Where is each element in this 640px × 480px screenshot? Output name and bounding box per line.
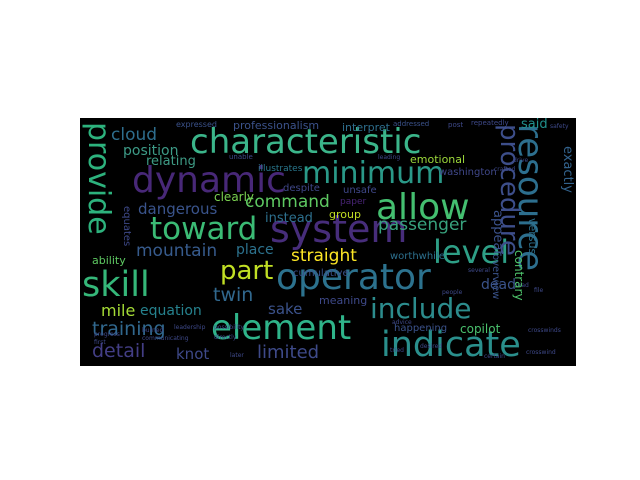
word-meaning: meaning bbox=[319, 294, 368, 307]
word-unable: unable bbox=[229, 153, 253, 161]
word-system: system bbox=[270, 207, 408, 251]
word-relating: relating bbox=[146, 154, 196, 169]
word-expressed: expressed bbox=[176, 120, 217, 129]
word-possibility: possibility bbox=[214, 324, 245, 331]
word-people: people bbox=[442, 289, 463, 296]
word-place: place bbox=[236, 242, 274, 258]
word-tried: tried bbox=[390, 347, 404, 354]
word-training: training bbox=[92, 318, 166, 340]
word-emotional: emotional bbox=[410, 153, 466, 166]
word-certain: certain bbox=[484, 353, 505, 360]
word-provide: provide bbox=[81, 122, 116, 235]
word-cloud-word: cloud bbox=[111, 125, 158, 145]
word-directly: directly bbox=[214, 334, 237, 341]
word-dynamic: dynamic bbox=[132, 160, 286, 201]
word-washington: washington bbox=[439, 167, 497, 178]
word-versus: versus bbox=[526, 218, 539, 255]
word-equation: equation bbox=[140, 303, 202, 319]
word-drive: drive bbox=[513, 157, 529, 164]
word-characteristic: characteristic bbox=[190, 122, 422, 162]
word-knot: knot bbox=[176, 345, 210, 363]
word-professionalism: professionalism bbox=[233, 119, 320, 132]
word-operator: operator bbox=[276, 257, 431, 298]
word-group: group bbox=[329, 208, 361, 221]
word-toward: toward bbox=[150, 211, 258, 247]
word-overview: overview bbox=[490, 254, 501, 300]
word-dead: dead bbox=[481, 277, 516, 293]
word-communicating: communicating bbox=[142, 335, 189, 342]
word-passenger: passenger bbox=[378, 215, 467, 235]
word-ability: ability bbox=[92, 254, 126, 267]
word-sake: sake bbox=[268, 300, 303, 318]
word-command: command bbox=[245, 192, 330, 212]
word-worthwhile: worthwhile bbox=[390, 251, 445, 262]
word-first: first bbox=[94, 339, 106, 346]
word-straight: straight bbox=[291, 246, 357, 266]
word-detail: detail bbox=[92, 340, 146, 362]
word-addressed: addressed bbox=[393, 120, 430, 128]
word-crosswinds: crosswinds bbox=[528, 327, 561, 334]
word-despite: despite bbox=[283, 183, 320, 194]
word-repeatedly: repeatedly bbox=[471, 119, 509, 127]
word-progress: progress bbox=[94, 331, 120, 338]
word-include: include bbox=[370, 292, 472, 325]
word-happening: happening bbox=[394, 323, 448, 334]
word-leading: leading bbox=[378, 154, 401, 161]
word-skill: skill bbox=[82, 265, 150, 305]
word-mile: mile bbox=[101, 301, 136, 320]
word-twin: twin bbox=[213, 284, 254, 306]
word-indicate: indicate bbox=[381, 325, 521, 365]
word-element: element bbox=[211, 308, 352, 348]
word-mountain: mountain bbox=[136, 241, 218, 261]
word-several: several bbox=[468, 267, 490, 274]
word-burned: burned bbox=[142, 327, 164, 334]
word-crosswind: crosswind bbox=[526, 349, 556, 356]
word-copilot: copilot bbox=[460, 322, 501, 336]
word-lead: lead bbox=[516, 282, 529, 289]
word-allow: allow bbox=[376, 187, 470, 228]
word-appear: appear bbox=[490, 210, 505, 256]
word-file: file bbox=[534, 287, 544, 294]
word-crafted: crafted bbox=[494, 166, 516, 173]
word-post: post bbox=[448, 121, 464, 129]
word-unsafe: unsafe bbox=[343, 185, 377, 196]
word-cloud: characteristic dynamic system operator i… bbox=[80, 118, 576, 366]
word-paper: paper bbox=[340, 197, 367, 207]
word-interpret: interpret bbox=[342, 121, 390, 134]
word-said: said bbox=[521, 118, 548, 132]
word-safety: safety bbox=[550, 123, 569, 130]
word-exactly: exactly bbox=[560, 146, 575, 193]
word-part: part bbox=[220, 256, 274, 286]
word-limited: limited bbox=[257, 342, 320, 363]
word-minimum: minimum bbox=[302, 156, 445, 191]
word-position: position bbox=[123, 143, 179, 159]
word-clearly: clearly bbox=[214, 190, 255, 204]
word-later: later bbox=[230, 352, 244, 359]
word-leadership: leadership bbox=[174, 324, 206, 331]
word-advice: advice bbox=[392, 319, 412, 326]
word-illustrates: illustrates bbox=[258, 164, 303, 174]
word-instead: instead bbox=[265, 211, 313, 226]
word-contrary: contrary bbox=[512, 250, 526, 301]
word-cumulative: cumulative bbox=[293, 268, 349, 279]
word-desired: desired bbox=[420, 343, 443, 350]
word-dangerous: dangerous bbox=[138, 200, 218, 218]
word-level: level bbox=[433, 233, 510, 271]
word-equates: equates bbox=[121, 206, 132, 247]
